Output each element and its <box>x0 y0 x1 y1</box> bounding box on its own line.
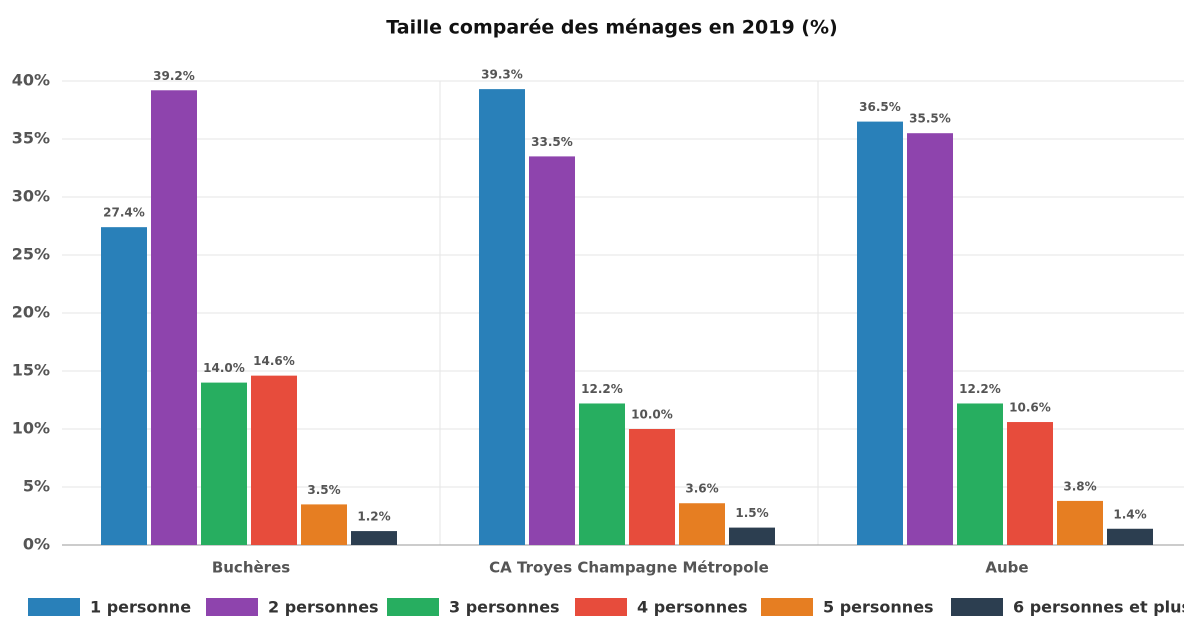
legend-swatch <box>387 598 439 616</box>
value-label: 14.0% <box>203 361 245 375</box>
chart-title: Taille comparée des ménages en 2019 (%) <box>386 17 837 39</box>
value-label: 10.6% <box>1009 401 1051 415</box>
value-label: 3.5% <box>307 483 340 497</box>
bar <box>529 156 575 545</box>
y-tick-label: 15% <box>12 361 50 380</box>
value-label: 1.2% <box>357 510 390 524</box>
legend-swatch <box>28 598 80 616</box>
y-tick-label: 20% <box>12 303 50 322</box>
bar <box>1107 528 1153 545</box>
legend-label: 2 personnes <box>268 598 379 617</box>
y-tick-label: 30% <box>12 187 50 206</box>
legend-label: 6 personnes et plus <box>1013 598 1184 617</box>
legend-swatch <box>951 598 1003 616</box>
bar <box>629 429 675 545</box>
value-label: 12.2% <box>959 382 1001 396</box>
value-label: 33.5% <box>531 135 573 149</box>
y-tick-label: 5% <box>23 477 50 496</box>
value-label: 35.5% <box>909 112 951 126</box>
bar <box>957 403 1003 545</box>
value-label: 1.4% <box>1113 507 1146 521</box>
value-label: 39.3% <box>481 68 523 82</box>
value-label: 39.2% <box>153 69 195 83</box>
y-tick-label: 40% <box>12 71 50 90</box>
legend-label: 1 personne <box>90 598 191 617</box>
bar <box>907 133 953 545</box>
bar <box>479 89 525 546</box>
value-label: 3.8% <box>1063 479 1096 493</box>
bar <box>857 121 903 545</box>
bar <box>201 382 247 545</box>
bar <box>251 375 297 545</box>
legend-label: 4 personnes <box>637 598 748 617</box>
y-tick-label: 25% <box>12 245 50 264</box>
value-label: 12.2% <box>581 382 623 396</box>
legend-label: 5 personnes <box>823 598 934 617</box>
value-label: 1.5% <box>735 506 768 520</box>
y-tick-label: 0% <box>23 535 50 554</box>
bar <box>1057 500 1103 545</box>
legend-swatch <box>206 598 258 616</box>
bar <box>1007 422 1053 545</box>
legend-swatch <box>575 598 627 616</box>
bar <box>729 527 775 545</box>
legend-swatch <box>761 598 813 616</box>
bar <box>579 403 625 545</box>
y-tick-label: 10% <box>12 419 50 438</box>
y-tick-label: 35% <box>12 129 50 148</box>
value-label: 10.0% <box>631 408 673 422</box>
value-label: 14.6% <box>253 354 295 368</box>
x-tick-label: CA Troyes Champagne Métropole <box>489 559 769 577</box>
bar <box>151 90 197 545</box>
value-label: 27.4% <box>103 206 145 220</box>
legend-label: 3 personnes <box>449 598 560 617</box>
x-tick-label: Aube <box>985 559 1028 577</box>
value-label: 3.6% <box>685 482 718 496</box>
x-tick-label: Buchères <box>212 559 290 577</box>
bar <box>301 504 347 545</box>
bar <box>351 531 397 545</box>
value-label: 36.5% <box>859 100 901 114</box>
bar <box>101 227 147 545</box>
bar <box>679 503 725 545</box>
